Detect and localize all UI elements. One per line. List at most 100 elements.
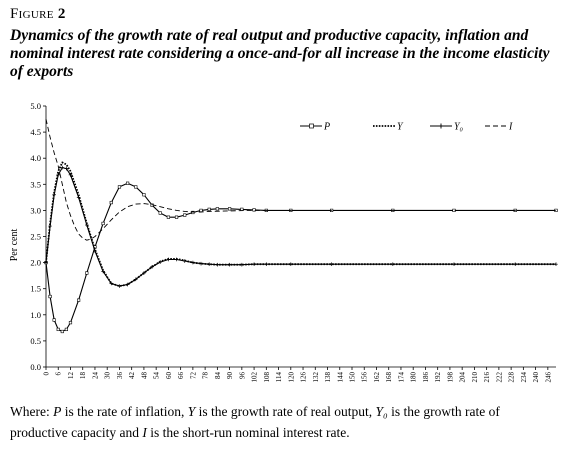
series-point <box>101 221 105 226</box>
y-tick-label: 5.0 <box>30 101 41 111</box>
figure-label: Figure 2 <box>10 6 66 23</box>
figure-caption: Where: P is the rate of inflation, Y is … <box>10 401 560 443</box>
series-point <box>77 298 81 302</box>
series-point <box>228 207 232 211</box>
y-tick-label: 4.5 <box>30 127 41 137</box>
legend-label-3: I <box>508 122 513 133</box>
y-tick-label: 4.0 <box>30 153 41 163</box>
series-point <box>52 318 56 322</box>
x-tick-label: 222 <box>495 372 503 383</box>
series-point <box>60 165 65 170</box>
caption-part: I <box>142 425 147 440</box>
x-tick-label: 120 <box>287 372 295 383</box>
legend-label-1: Y <box>397 122 404 133</box>
y-tick-label: 3.0 <box>30 205 41 215</box>
series-point <box>166 257 171 262</box>
x-tick-label: 234 <box>520 372 528 383</box>
caption-part: is the growth rate of productive capacit… <box>10 404 500 440</box>
legend-marker <box>438 123 444 129</box>
series-point <box>126 181 130 185</box>
series-point <box>158 260 163 264</box>
series-point <box>264 262 269 266</box>
legend-label-0: P <box>323 122 330 133</box>
x-tick-label: 198 <box>446 372 454 383</box>
series-point <box>117 185 122 189</box>
series-point <box>391 262 395 266</box>
x-tick-label: 186 <box>422 372 430 383</box>
series-point <box>142 193 146 197</box>
caption-part: Where: <box>10 404 54 419</box>
x-tick-label: 90 <box>226 372 234 380</box>
x-tick-label: 216 <box>483 372 491 383</box>
series-point <box>215 262 220 267</box>
series-point <box>93 249 97 253</box>
series-point <box>48 294 52 299</box>
y-tick-label: 0.5 <box>30 336 41 346</box>
series-point <box>289 262 293 266</box>
series-point <box>142 271 146 275</box>
series-point <box>48 224 52 228</box>
series-point <box>191 210 195 215</box>
x-tick-label: 204 <box>459 372 467 383</box>
series-point <box>56 327 60 332</box>
series-point <box>117 284 122 288</box>
x-tick-label: 48 <box>140 372 148 380</box>
series-point <box>207 207 211 211</box>
series-point <box>68 173 73 177</box>
x-tick-label: 162 <box>373 372 381 383</box>
x-tick-label: 12 <box>67 372 75 380</box>
series-point <box>166 215 171 219</box>
series-point <box>85 223 89 227</box>
caption-part: is the short-run nominal interest rate. <box>146 425 350 440</box>
series-point <box>150 264 154 269</box>
caption-part: Y₀ <box>375 404 388 419</box>
x-tick-label: 126 <box>300 372 308 383</box>
x-tick-label: 6 <box>55 372 63 376</box>
series-point <box>101 269 105 274</box>
chart-series <box>44 119 558 334</box>
x-tick-label: 144 <box>336 372 344 383</box>
series-point <box>183 213 187 217</box>
caption-part: Y <box>187 404 196 419</box>
series-point <box>199 261 203 266</box>
x-tick-label: 114 <box>275 372 283 383</box>
series-point <box>44 260 48 265</box>
x-tick-label: 18 <box>79 372 87 380</box>
series-point <box>215 207 219 211</box>
x-tick-label: 30 <box>104 372 112 380</box>
x-tick-label: 192 <box>434 372 442 383</box>
series-point <box>182 259 187 263</box>
x-tick-label: 84 <box>214 372 222 380</box>
figure-label-number: 2 <box>57 6 66 22</box>
legend-label-2: Y₀ <box>454 122 464 133</box>
series-point <box>60 329 64 334</box>
series-point <box>64 327 68 332</box>
series-point <box>134 185 138 189</box>
series-point <box>85 271 89 275</box>
x-tick-label: 246 <box>544 372 552 383</box>
x-tick-label: 240 <box>532 372 540 383</box>
series-point <box>452 262 456 266</box>
series-point <box>174 215 179 219</box>
x-tick-label: 228 <box>508 372 516 383</box>
x-tick-label: 60 <box>165 372 173 380</box>
chart-legend: P Y Y₀ I <box>300 122 513 133</box>
series-point <box>125 282 130 287</box>
series-line-1 <box>45 161 556 288</box>
series-point <box>227 262 232 267</box>
series-point <box>76 195 81 200</box>
caption-part: is the rate of inflation, <box>61 404 188 419</box>
series-point <box>68 321 73 325</box>
y-tick-label: 1.0 <box>30 310 41 320</box>
x-tick-label: 102 <box>251 372 259 383</box>
x-axis-ticks: 0 6 12 18 24 30 36 42 48 54 60 66 72 78 84 90 96 102 108 11… <box>43 367 552 383</box>
y-tick-label: 1.5 <box>30 284 41 294</box>
series-point <box>174 257 179 262</box>
series-point <box>240 262 244 267</box>
x-tick-label: 78 <box>202 372 210 380</box>
series-point <box>64 166 69 171</box>
series-point <box>207 262 211 266</box>
series-point <box>109 200 113 205</box>
series-point <box>56 173 61 177</box>
x-tick-label: 180 <box>410 372 418 383</box>
